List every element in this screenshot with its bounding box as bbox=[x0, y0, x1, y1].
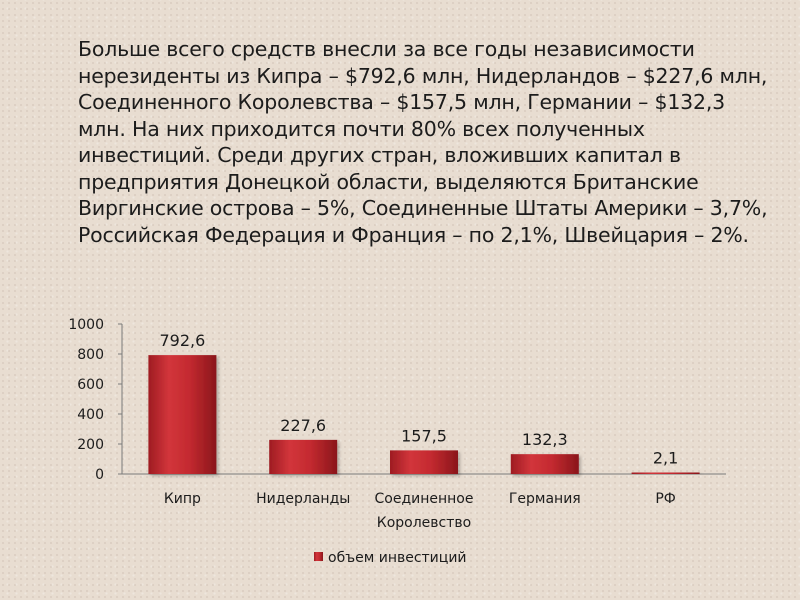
bar bbox=[510, 454, 579, 474]
bar bbox=[631, 472, 700, 474]
y-tick-label: 200 bbox=[77, 437, 104, 453]
category-label: Соединенное bbox=[375, 491, 474, 507]
data-label: 157,5 bbox=[401, 426, 447, 445]
category-label: Германия bbox=[509, 491, 581, 507]
legend: объем инвестиций bbox=[314, 550, 467, 566]
bar bbox=[269, 439, 338, 474]
y-tick-label: 1000 bbox=[68, 317, 104, 333]
description-paragraph: Больше всего средств внесли за все годы … bbox=[78, 37, 768, 247]
data-label: 2,1 bbox=[653, 449, 678, 468]
legend-label: объем инвестиций bbox=[328, 550, 467, 566]
data-label: 132,3 bbox=[522, 430, 568, 449]
data-label: 227,6 bbox=[280, 416, 326, 435]
category-label: Нидерланды bbox=[256, 491, 350, 507]
data-label: 792,6 bbox=[159, 331, 205, 350]
y-tick-label: 0 bbox=[95, 467, 104, 483]
y-tick-label: 400 bbox=[77, 407, 104, 423]
y-tick-label: 600 bbox=[77, 377, 104, 393]
category-label: Кипр bbox=[164, 491, 201, 507]
bar bbox=[148, 355, 217, 474]
legend-swatch bbox=[314, 552, 323, 561]
bar bbox=[390, 450, 458, 474]
y-tick-label: 800 bbox=[77, 347, 104, 363]
category-label: Королевство bbox=[377, 515, 471, 531]
category-label: РФ bbox=[655, 491, 676, 507]
